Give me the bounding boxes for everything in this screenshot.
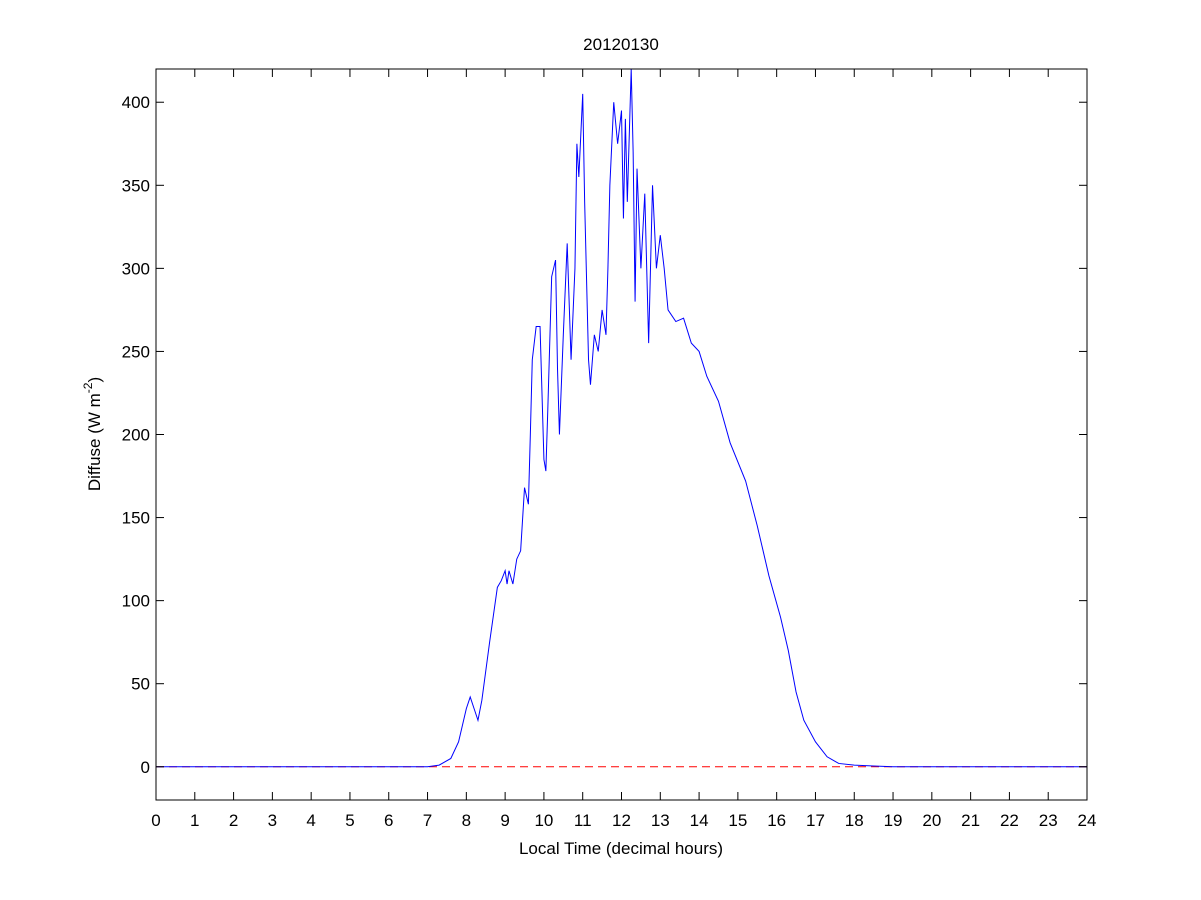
y-tick-label: 0 [141,758,150,777]
x-tick-label: 3 [268,811,277,830]
x-tick-label: 18 [845,811,864,830]
x-tick-label: 23 [1039,811,1058,830]
x-tick-label: 8 [462,811,471,830]
x-tick-label: 6 [384,811,393,830]
plot-area [156,69,1087,800]
x-tick-label: 1 [190,811,199,830]
x-tick-label: 21 [961,811,980,830]
x-tick-label: 15 [728,811,747,830]
x-tick-label: 14 [690,811,709,830]
x-tick-label: 11 [574,811,592,830]
x-tick-label: 5 [345,811,354,830]
x-tick-label: 13 [651,811,670,830]
y-label-superscript: -2 [81,382,95,393]
x-tick-label: 4 [306,811,315,830]
x-tick-label: 9 [500,811,509,830]
x-tick-label: 24 [1078,811,1097,830]
x-tick-label: 22 [1000,811,1019,830]
chart-title: 20120130 [583,35,659,54]
x-tick-label: 0 [151,811,160,830]
y-axis-label: Diffuse (W m-2) [81,377,104,491]
y-tick-label: 300 [122,259,150,278]
y-tick-label: 200 [122,426,150,445]
y-tick-label: 50 [131,675,150,694]
x-tick-label: 12 [612,811,631,830]
x-tick-label: 7 [423,811,432,830]
x-tick-label: 20 [922,811,941,830]
x-tick-label: 16 [767,811,786,830]
x-tick-label: 19 [884,811,903,830]
x-tick-label: 17 [806,811,825,830]
y-tick-label: 100 [122,592,150,611]
y-tick-label: 400 [122,93,150,112]
y-tick-label: 350 [122,176,150,195]
data-line [156,68,1087,768]
y-label-part: ) [85,377,104,383]
x-axis-label: Local Time (decimal hours) [519,839,723,858]
y-label-part: Diffuse (W m [85,393,104,491]
y-tick-label: 250 [122,342,150,361]
x-tick-label: 10 [534,811,553,830]
x-tick-label: 2 [229,811,238,830]
y-tick-label: 150 [122,509,150,528]
